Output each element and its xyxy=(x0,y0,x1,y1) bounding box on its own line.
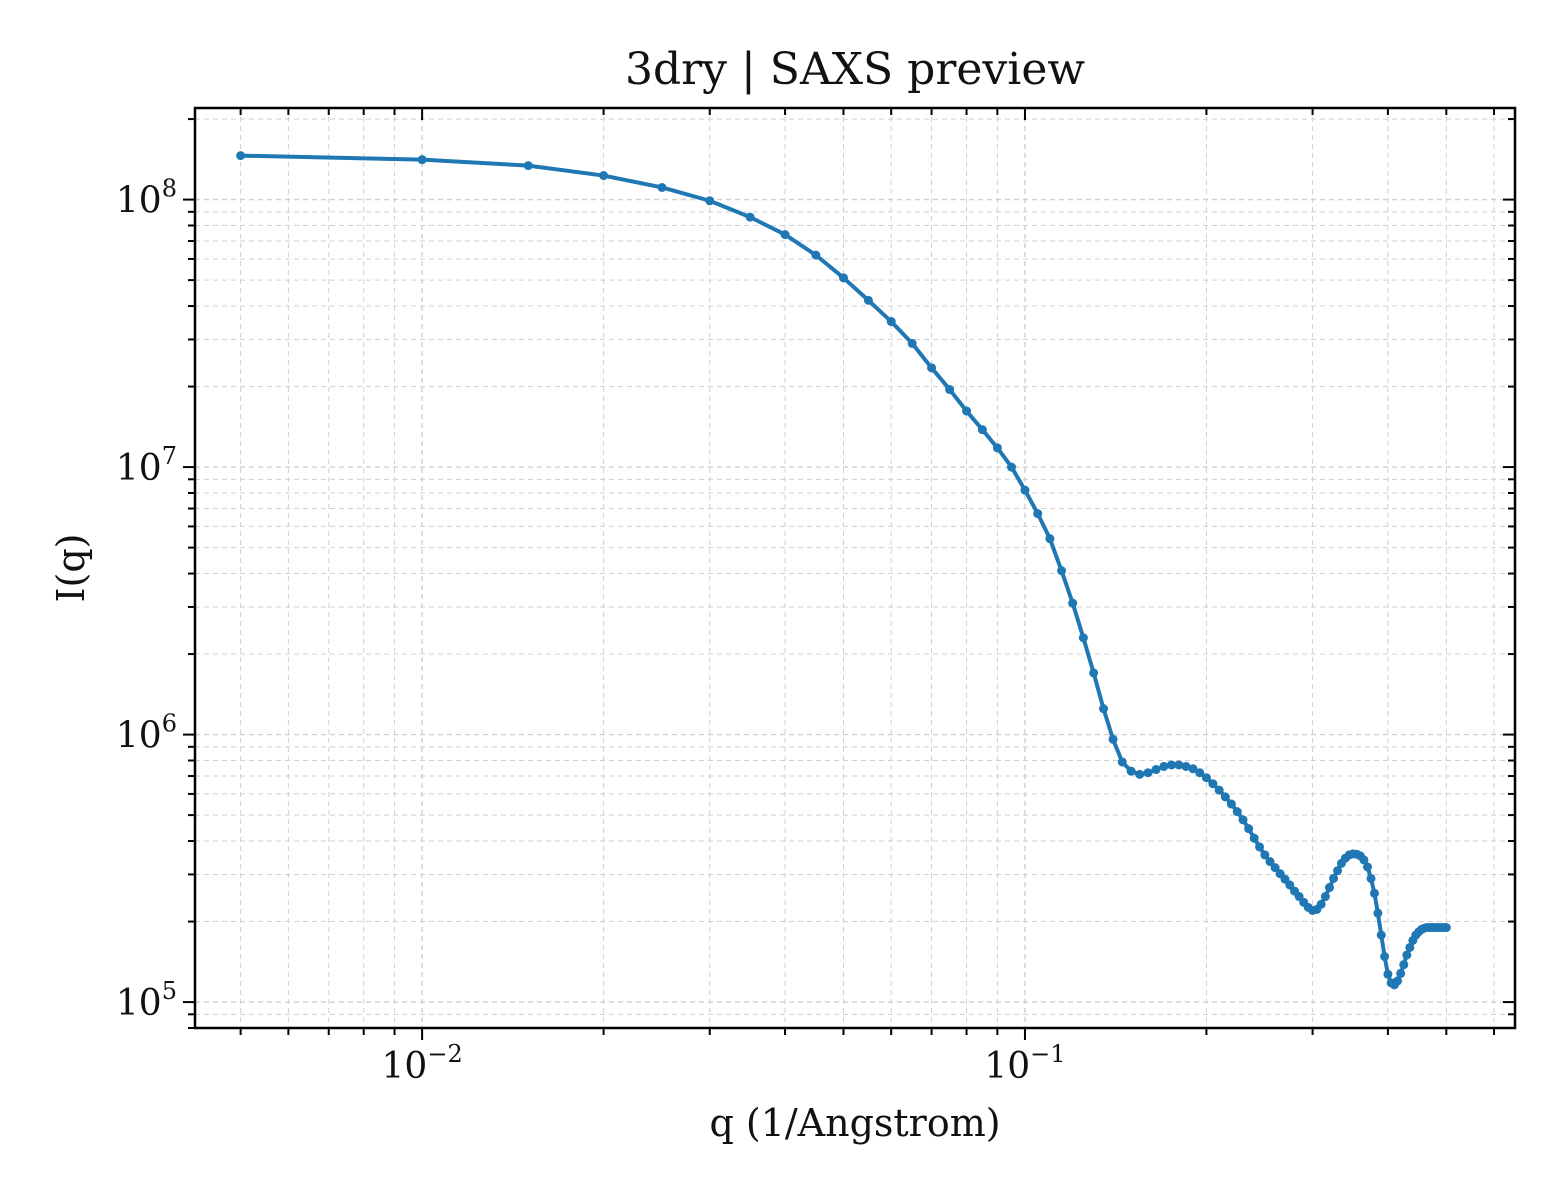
data-point xyxy=(1373,908,1383,918)
data-point xyxy=(1265,857,1275,867)
data-point xyxy=(1399,960,1409,970)
y-tick-label-base: 10 xyxy=(116,181,162,222)
data-point xyxy=(863,295,873,305)
y-tick-label-base: 10 xyxy=(116,983,162,1024)
x-tick-label-exponent: −2 xyxy=(427,1040,462,1068)
data-point xyxy=(1195,768,1205,778)
data-point xyxy=(992,443,1002,453)
data-point xyxy=(1232,807,1242,817)
data-point xyxy=(1329,873,1339,883)
y-tick-label-exponent: 5 xyxy=(162,977,177,1005)
data-point xyxy=(1359,855,1369,865)
data-point xyxy=(1057,566,1067,576)
data-point xyxy=(780,230,790,240)
data-point xyxy=(1333,866,1343,876)
data-point xyxy=(1393,976,1403,986)
data-point xyxy=(1285,880,1295,890)
data-point xyxy=(236,151,246,161)
data-point xyxy=(1260,850,1270,860)
data-point xyxy=(1151,765,1161,775)
data-point xyxy=(1369,888,1379,898)
data-point xyxy=(1208,779,1218,789)
x-tick-label-exponent: −1 xyxy=(1030,1040,1065,1068)
data-point xyxy=(1126,766,1136,776)
data-point xyxy=(745,212,755,222)
data-point xyxy=(1045,534,1055,544)
data-point xyxy=(1320,892,1330,902)
data-point xyxy=(1383,969,1393,979)
chart-title: 3dry | SAXS preview xyxy=(625,44,1085,95)
data-point xyxy=(1316,899,1326,909)
data-point xyxy=(1033,509,1043,519)
grid-major xyxy=(195,108,1515,1028)
y-axis-label: I(q) xyxy=(49,534,93,603)
data-point xyxy=(1226,799,1236,809)
data-point xyxy=(838,273,848,283)
data-point xyxy=(1324,883,1334,893)
data-point xyxy=(523,161,533,171)
data-point xyxy=(1402,950,1412,960)
data-point xyxy=(1376,930,1386,940)
data-point xyxy=(1166,760,1176,770)
data-point xyxy=(977,425,987,435)
data-point xyxy=(657,182,667,192)
y-tick-label-exponent: 6 xyxy=(162,710,177,738)
data-point xyxy=(1220,792,1230,802)
y-tick-label-base: 10 xyxy=(116,448,162,489)
plot-frame xyxy=(193,106,1517,1030)
data-point xyxy=(962,406,972,416)
data-point xyxy=(1159,761,1169,771)
data-point xyxy=(1405,942,1415,952)
data-point xyxy=(705,196,715,206)
x-axis-label: q (1/Angstrom) xyxy=(709,1101,1000,1145)
data-point xyxy=(599,171,609,181)
data-point xyxy=(1099,704,1109,714)
data-point xyxy=(1089,668,1099,678)
data-point xyxy=(811,250,821,260)
data-point xyxy=(1078,633,1088,643)
data-point xyxy=(1188,764,1198,774)
x-tick-label: 10−1 xyxy=(984,1040,1065,1087)
data-point xyxy=(1238,815,1248,825)
data-point xyxy=(1396,968,1406,978)
x-tick-label-base: 10 xyxy=(984,1046,1030,1087)
data-point xyxy=(1362,862,1372,872)
y-tick-label: 106 xyxy=(116,710,177,757)
data-point xyxy=(1020,485,1030,495)
data-point xyxy=(1108,734,1118,744)
data-point xyxy=(1249,833,1259,843)
data-point xyxy=(927,363,937,373)
data-point xyxy=(1174,760,1184,770)
data-point xyxy=(907,338,917,348)
data-point xyxy=(1366,873,1376,883)
data-point xyxy=(1255,842,1265,852)
y-tick-label-exponent: 7 xyxy=(162,442,177,470)
data-point xyxy=(1143,768,1153,778)
y-tick-label: 108 xyxy=(116,175,177,222)
x-tick-label: 10−2 xyxy=(382,1040,463,1087)
grid-minor xyxy=(195,108,1515,1029)
x-tick-label-base: 10 xyxy=(382,1046,428,1087)
data-point xyxy=(945,385,955,395)
data-point xyxy=(1181,761,1191,771)
data-point xyxy=(1201,773,1211,783)
series-layer xyxy=(236,151,1451,990)
data-point xyxy=(1214,785,1224,795)
y-tick-label: 105 xyxy=(116,977,177,1024)
data-point xyxy=(1007,462,1017,472)
data-point xyxy=(1117,757,1127,767)
data-point xyxy=(1068,598,1078,608)
data-point xyxy=(417,155,427,165)
data-point xyxy=(886,317,896,327)
data-point xyxy=(1441,923,1451,933)
data-point xyxy=(1380,952,1390,962)
y-tick-label: 107 xyxy=(116,442,177,489)
y-tick-label-base: 10 xyxy=(116,716,162,757)
y-tick-label-exponent: 8 xyxy=(162,175,177,203)
data-point xyxy=(1135,769,1145,779)
data-point xyxy=(1270,863,1280,873)
data-point xyxy=(1244,824,1254,834)
